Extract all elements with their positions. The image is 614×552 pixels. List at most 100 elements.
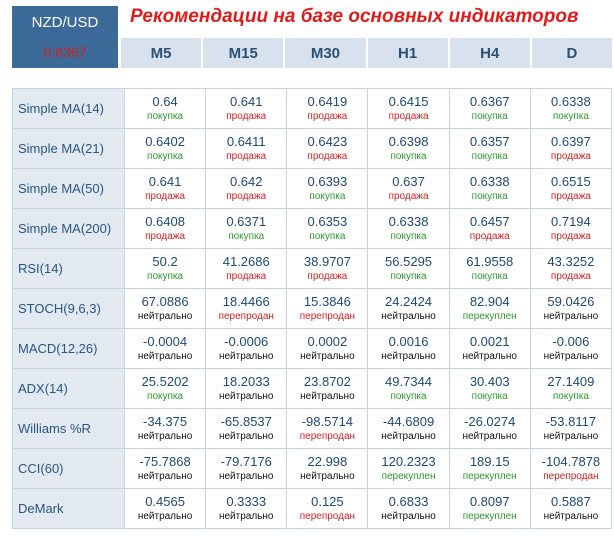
indicator-cell: -0.006 нейтрально [529, 328, 613, 369]
indicator-name: Simple MA(21) [12, 128, 125, 169]
indicator-value: 0.6371 [226, 214, 267, 229]
indicator-value: -0.006 [552, 334, 590, 349]
signal-label: нейтрально [137, 431, 193, 442]
signal-label: перепродан [543, 471, 599, 482]
indicator-name: RSI(14) [12, 248, 125, 289]
indicator-value: 0.637 [392, 174, 425, 189]
signal-label: продажа [550, 271, 591, 282]
indicator-value: -79.7176 [220, 454, 272, 469]
indicator-value: 120.2323 [381, 454, 436, 469]
indicator-cell: 0.0021 нейтрально [448, 328, 531, 369]
indicator-cell: 56.5295 покупка [367, 248, 450, 289]
indicator-cell: -53.8117 нейтрально [529, 408, 613, 449]
indicator-value: 189.15 [469, 454, 510, 469]
signal-label: продажа [145, 231, 186, 242]
indicator-cell: 0.6415 продажа [367, 88, 450, 129]
indicator-value: 0.6338 [388, 214, 429, 229]
indicator-cell: 0.6833 нейтрально [367, 488, 450, 529]
indicator-value: 27.1409 [547, 374, 595, 389]
indicator-cell: 0.6398 покупка [367, 128, 450, 169]
signal-label: покупка [309, 191, 346, 202]
indicator-value: 0.6457 [469, 214, 510, 229]
signal-label: покупка [309, 231, 346, 242]
indicator-cell: 23.8702 нейтрально [286, 368, 369, 409]
signal-label: нейтрально [300, 471, 355, 482]
indicator-value: 22.998 [307, 454, 348, 469]
signal-label: продажа [226, 271, 267, 282]
indicator-value: -53.8117 [545, 414, 597, 429]
indicator-cell: 15.3846 перепродан [286, 288, 369, 329]
indicator-cell: 27.1409 покупка [529, 368, 613, 409]
indicator-cell: 0.125 перепродан [286, 488, 369, 529]
indicator-cell: -79.7176 нейтрально [205, 448, 288, 489]
timeframe-header-m30: M30 [283, 38, 366, 68]
table-row: RSI(14) 50.2 покупка 41.2686 продажа 38.9707 п… [12, 248, 613, 289]
signal-label: покупка [471, 151, 508, 162]
indicator-cell: 41.2686 продажа [205, 248, 288, 289]
indicator-cell: 43.3252 продажа [529, 248, 613, 289]
signal-label: перепродан [299, 511, 356, 522]
indicator-cell: 22.998 нейтрально [286, 448, 369, 489]
indicator-value: 0.6397 [551, 134, 591, 149]
indicator-value: 23.8702 [303, 374, 351, 389]
indicator-name: Simple MA(50) [12, 168, 125, 209]
indicator-value: 0.6398 [388, 134, 429, 149]
signal-label: покупка [147, 111, 184, 122]
indicator-cell: -0.0006 нейтрально [205, 328, 288, 369]
signal-label: покупка [147, 271, 184, 282]
timeframe-header-d: D [529, 38, 613, 68]
signal-label: покупка [471, 391, 508, 402]
indicator-value: 0.6402 [145, 134, 185, 149]
signal-label: нейтрально [543, 351, 599, 362]
indicator-value: -98.5714 [301, 414, 354, 429]
indicator-cell: -44.6809 нейтрально [367, 408, 450, 449]
indicator-cell: 0.0002 нейтрально [286, 328, 369, 369]
indicator-cell: 0.6515 продажа [529, 168, 613, 209]
indicator-cell: 0.6402 покупка [123, 128, 207, 169]
signal-label: покупка [471, 271, 508, 282]
indicator-name: Williams %R [12, 408, 125, 449]
indicator-cell: -0.0004 нейтрально [123, 328, 207, 369]
signal-label: продажа [469, 231, 510, 242]
indicator-value: 0.6411 [226, 134, 266, 149]
indicator-value: 0.641 [229, 94, 263, 109]
indicator-name: MACD(12,26) [12, 328, 125, 369]
signal-label: нейтрально [218, 351, 274, 362]
signal-label: нейтрально [381, 511, 436, 522]
signal-label: покупка [390, 391, 427, 402]
indicator-value: 41.2686 [222, 254, 270, 269]
pair-name: NZD/USD [31, 14, 99, 31]
table-row: CCI(60) -75.7868 нейтрально -79.7176 нейтрал… [12, 448, 613, 489]
signal-label: нейтрально [381, 431, 436, 442]
indicator-value: 15.3846 [303, 294, 351, 309]
signal-label: перепродан [218, 311, 274, 322]
indicator-cell: 0.6457 продажа [448, 208, 531, 249]
signal-label: нейтрально [137, 511, 193, 522]
signal-label: нейтрально [218, 431, 274, 442]
indicator-value: 0.0016 [388, 334, 429, 349]
indicator-cell: 49.7344 покупка [367, 368, 450, 409]
signal-label: перекуплен [462, 311, 517, 322]
indicator-value: 24.2424 [385, 294, 433, 309]
indicator-cell: 18.2033 нейтрально [205, 368, 288, 409]
indicator-value: 50.2 [152, 254, 178, 269]
indicator-name: DeMark [12, 488, 125, 529]
indicator-value: 82.904 [469, 294, 510, 309]
timeframe-header-h4: H4 [447, 38, 530, 68]
indicator-cell: 0.7194 продажа [529, 208, 613, 249]
indicator-value: -44.6809 [382, 414, 435, 429]
signal-label: перепродан [299, 311, 356, 322]
indicator-name: Simple MA(200) [12, 208, 125, 249]
indicator-name: CCI(60) [12, 448, 125, 489]
signal-label: продажа [226, 191, 267, 202]
indicator-value: 0.6833 [388, 494, 429, 509]
indicator-value: 38.9707 [303, 254, 351, 269]
table-row: STOCH(9,6,3) 67.0886 нейтрально 18.4466 пере… [12, 288, 613, 329]
signal-label: нейтрально [543, 431, 599, 442]
page-title: Рекомендации на базе основных индикаторо… [130, 6, 579, 27]
indicator-cell: 0.637 продажа [367, 168, 450, 209]
signal-label: нейтрально [218, 511, 274, 522]
indicator-name: STOCH(9,6,3) [12, 288, 125, 329]
indicator-cell: 0.0016 нейтрально [367, 328, 450, 369]
indicator-value: -0.0004 [143, 334, 188, 349]
